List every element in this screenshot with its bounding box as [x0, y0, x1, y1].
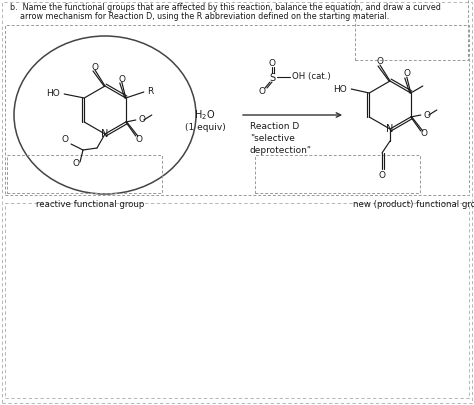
Text: O: O — [62, 136, 69, 145]
Text: O: O — [91, 62, 99, 72]
Text: O: O — [258, 87, 265, 96]
Text: O: O — [424, 111, 431, 119]
Text: b.  Name the functional groups that are affected by this reaction, balance the e: b. Name the functional groups that are a… — [10, 3, 441, 12]
Bar — [355, 0, 468, 60]
Text: S: S — [269, 73, 275, 83]
Text: OH (cat.): OH (cat.) — [292, 72, 331, 81]
Text: HO: HO — [46, 90, 60, 98]
Text: new (product) functional group: new (product) functional group — [353, 200, 474, 209]
Text: reactive functional group: reactive functional group — [36, 200, 144, 209]
Text: O: O — [139, 115, 146, 124]
Text: O: O — [403, 70, 410, 79]
Text: arrow mechanism for Reaction D, using the R abbreviation defined on the starting: arrow mechanism for Reaction D, using th… — [10, 12, 389, 21]
Text: O: O — [135, 134, 142, 143]
Text: O: O — [376, 58, 383, 66]
Text: R: R — [147, 87, 153, 96]
Text: deprotection": deprotection" — [250, 146, 312, 155]
Text: HO: HO — [334, 85, 347, 94]
Text: "selective: "selective — [250, 134, 295, 143]
Bar — [7, 155, 162, 193]
Bar — [5, 25, 469, 195]
Text: O: O — [379, 171, 385, 179]
Bar — [5, 203, 469, 398]
Text: N: N — [101, 129, 109, 139]
Text: O: O — [118, 75, 125, 83]
Text: (1 equiv): (1 equiv) — [185, 124, 225, 132]
Text: O: O — [268, 60, 275, 68]
Text: O: O — [73, 160, 80, 168]
Text: Reaction D: Reaction D — [250, 122, 299, 131]
Text: H$_2$O: H$_2$O — [194, 108, 216, 122]
Bar — [255, 155, 420, 193]
Text: O: O — [420, 130, 427, 139]
Text: N: N — [386, 124, 394, 134]
